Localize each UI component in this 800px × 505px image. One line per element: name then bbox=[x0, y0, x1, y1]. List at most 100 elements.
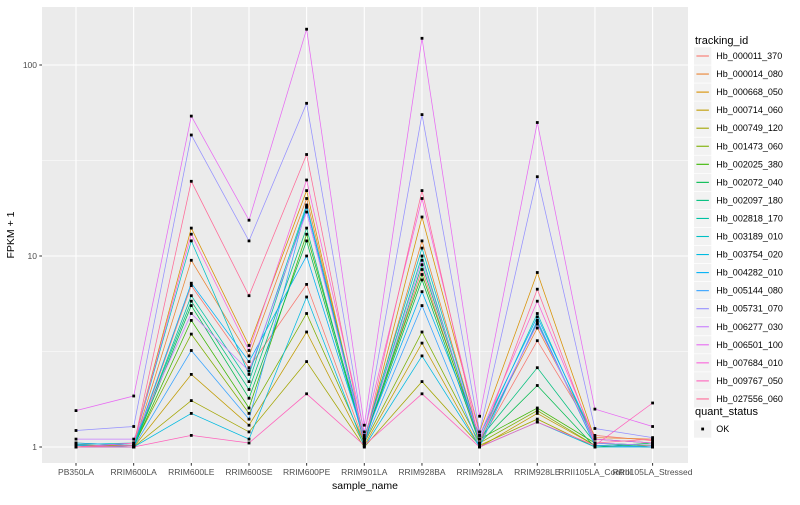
data-point bbox=[189, 312, 193, 315]
data-point bbox=[535, 417, 539, 421]
x-tick-label: RRII105LA_Stressed bbox=[613, 467, 693, 477]
data-point bbox=[305, 232, 308, 236]
y-tick-label: 10 bbox=[28, 251, 38, 261]
data-point bbox=[420, 392, 424, 396]
data-point bbox=[535, 339, 539, 343]
data-point bbox=[651, 439, 654, 442]
data-point bbox=[132, 445, 136, 449]
data-point bbox=[651, 445, 654, 449]
legend-label: Hb_002072_040 bbox=[716, 177, 783, 187]
data-point bbox=[247, 349, 251, 352]
data-point bbox=[535, 320, 539, 324]
legend-label: Hb_004282_010 bbox=[716, 268, 783, 278]
data-point bbox=[247, 373, 251, 376]
data-point bbox=[535, 412, 539, 415]
data-point bbox=[74, 445, 78, 449]
data-point bbox=[420, 273, 424, 276]
data-point bbox=[593, 444, 597, 447]
x-tick-label: RRIM600SE bbox=[225, 467, 273, 477]
data-point bbox=[132, 441, 136, 445]
data-point bbox=[535, 175, 539, 179]
panel-background bbox=[42, 7, 688, 463]
data-point bbox=[189, 349, 193, 352]
data-point bbox=[305, 392, 308, 396]
x-axis-title: sample_name bbox=[332, 480, 398, 492]
legend-label: Hb_006501_100 bbox=[716, 340, 783, 350]
data-point bbox=[593, 437, 597, 441]
data-point bbox=[651, 425, 654, 428]
legend-label: Hb_006277_030 bbox=[716, 322, 783, 332]
data-point bbox=[305, 153, 308, 156]
data-point bbox=[247, 423, 251, 427]
data-point bbox=[535, 406, 539, 410]
data-point bbox=[74, 441, 78, 445]
data-point bbox=[420, 239, 424, 243]
data-point bbox=[189, 232, 193, 236]
x-tick-label: RRIM901LA bbox=[341, 467, 388, 477]
x-tick-label: RRII105LA_Control bbox=[558, 467, 632, 477]
x-tick-label: RRIM600LA bbox=[111, 467, 158, 477]
data-point bbox=[305, 27, 308, 31]
data-point bbox=[189, 434, 193, 437]
x-tick-label: RRIM600PE bbox=[283, 467, 331, 477]
data-point bbox=[189, 412, 193, 415]
data-point bbox=[247, 441, 251, 445]
legend-label: Hb_003754_020 bbox=[716, 250, 783, 260]
data-point bbox=[247, 417, 251, 421]
data-point bbox=[305, 189, 308, 192]
data-point bbox=[478, 437, 481, 441]
legend-label: Hb_027556_060 bbox=[716, 394, 783, 404]
data-point bbox=[593, 434, 597, 437]
x-tick-label: RRIM928LA bbox=[456, 467, 503, 477]
data-point bbox=[420, 341, 424, 345]
data-point bbox=[478, 441, 481, 445]
legend-label: Hb_000011_370 bbox=[716, 51, 782, 61]
data-point bbox=[247, 430, 251, 434]
data-point bbox=[535, 420, 539, 424]
data-point bbox=[247, 354, 251, 358]
data-point bbox=[132, 425, 136, 428]
data-point bbox=[420, 330, 424, 334]
y-tick-label: 100 bbox=[23, 60, 37, 70]
data-point bbox=[535, 384, 539, 387]
data-point bbox=[420, 197, 424, 200]
data-point bbox=[362, 434, 366, 437]
legend-label: Hb_000749_120 bbox=[716, 123, 783, 133]
data-point bbox=[478, 414, 481, 418]
data-point bbox=[420, 268, 424, 271]
data-point bbox=[362, 444, 366, 447]
data-point bbox=[305, 197, 308, 200]
data-point bbox=[189, 281, 193, 285]
data-point bbox=[362, 423, 366, 427]
data-point bbox=[247, 380, 251, 383]
data-point bbox=[362, 437, 366, 441]
x-tick-label: RRIM928BA bbox=[398, 467, 446, 477]
data-point bbox=[362, 430, 366, 434]
legend-label: Hb_007684_010 bbox=[716, 358, 783, 368]
data-point bbox=[478, 430, 481, 434]
data-point bbox=[535, 287, 539, 291]
data-point bbox=[74, 429, 78, 432]
data-point bbox=[593, 445, 597, 449]
data-point bbox=[535, 322, 539, 326]
data-point bbox=[420, 254, 424, 258]
data-point bbox=[420, 290, 424, 294]
data-point bbox=[535, 319, 539, 322]
data-point bbox=[478, 434, 481, 437]
data-point bbox=[189, 284, 193, 287]
legend-label: Hb_000668_050 bbox=[716, 87, 783, 97]
data-point bbox=[189, 299, 193, 303]
data-point bbox=[189, 399, 193, 402]
data-point bbox=[189, 332, 193, 336]
data-point bbox=[247, 369, 251, 373]
data-point bbox=[420, 215, 424, 219]
data-point bbox=[362, 445, 366, 449]
data-point bbox=[362, 439, 366, 442]
data-point bbox=[305, 203, 308, 207]
data-point bbox=[247, 412, 251, 415]
data-point bbox=[420, 113, 424, 116]
legend-label: Hb_000714_060 bbox=[716, 105, 783, 115]
data-point bbox=[535, 271, 539, 274]
data-point bbox=[189, 304, 193, 307]
legend-key-point bbox=[701, 427, 705, 431]
